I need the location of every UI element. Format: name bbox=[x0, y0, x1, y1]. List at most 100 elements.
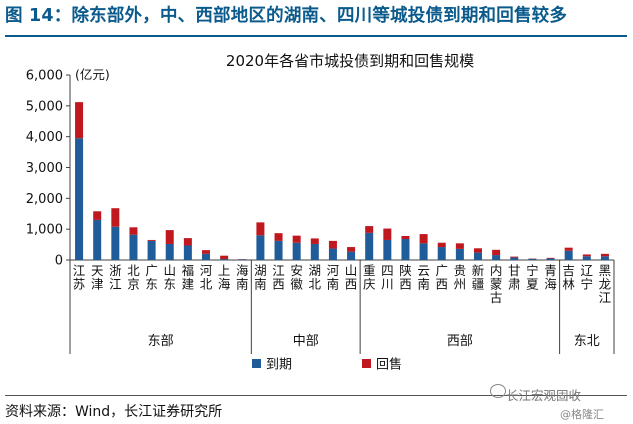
bar-maturity bbox=[111, 226, 120, 260]
x-tick-label: 蒙 bbox=[490, 277, 503, 292]
group-label: 东部 bbox=[148, 334, 174, 349]
bar-putback bbox=[383, 228, 392, 240]
x-tick-label: 江 bbox=[599, 290, 612, 305]
bar-putback bbox=[256, 222, 265, 236]
x-tick-label: 福 bbox=[182, 263, 195, 278]
bar-maturity bbox=[474, 252, 482, 260]
bar-maturity bbox=[274, 240, 283, 260]
x-tick-label: 东 bbox=[145, 277, 158, 292]
x-tick-label: 浙 bbox=[109, 263, 122, 278]
unit-label: (亿元) bbox=[75, 67, 110, 82]
bar-putback bbox=[111, 208, 120, 227]
bar-maturity bbox=[455, 248, 464, 260]
bar-maturity bbox=[93, 219, 102, 260]
bar-maturity bbox=[310, 243, 319, 260]
bar-putback bbox=[93, 211, 102, 220]
x-tick-label: 北 bbox=[127, 263, 140, 278]
x-tick-label: 江 bbox=[272, 263, 285, 278]
bar-maturity bbox=[419, 243, 428, 260]
x-tick-label: 东 bbox=[163, 277, 176, 292]
bar-putback bbox=[75, 102, 84, 139]
x-tick-label: 京 bbox=[127, 277, 140, 292]
x-tick-label: 川 bbox=[381, 277, 394, 292]
x-tick-label: 广 bbox=[145, 263, 158, 278]
x-tick-label: 四 bbox=[381, 263, 394, 278]
bar-maturity bbox=[75, 138, 84, 260]
title-rule bbox=[5, 35, 627, 37]
bar-putback bbox=[455, 243, 464, 249]
x-tick-label: 海 bbox=[236, 263, 249, 278]
bar-maturity bbox=[546, 258, 555, 260]
x-tick-label: 西 bbox=[435, 277, 448, 292]
bar-maturity bbox=[365, 232, 374, 260]
x-tick-label: 南 bbox=[327, 277, 340, 292]
x-tick-label: 天 bbox=[91, 263, 104, 278]
x-tick-label: 西 bbox=[345, 277, 358, 292]
bar-maturity bbox=[582, 256, 591, 260]
x-tick-label: 黑 bbox=[599, 263, 612, 278]
x-tick-label: 河 bbox=[327, 263, 340, 278]
bar-putback bbox=[165, 230, 174, 244]
x-tick-label: 龙 bbox=[599, 277, 612, 292]
y-tick-label: 0 bbox=[55, 254, 63, 269]
x-tick-label: 陕 bbox=[399, 263, 412, 278]
x-tick-label: 津 bbox=[91, 277, 104, 292]
bar-maturity bbox=[147, 240, 156, 260]
y-tick-label: 2,000 bbox=[26, 192, 63, 207]
group-label: 西部 bbox=[447, 334, 473, 349]
bar-putback bbox=[546, 257, 555, 259]
x-tick-label: 贵 bbox=[454, 263, 467, 278]
x-tick-label: 西 bbox=[272, 277, 285, 292]
watermark-account: 长江宏观固收 bbox=[506, 388, 582, 403]
x-tick-label: 山 bbox=[345, 263, 358, 278]
bar-putback bbox=[129, 227, 138, 235]
y-tick-label: 4,000 bbox=[26, 130, 63, 145]
x-tick-label: 古 bbox=[490, 290, 503, 305]
legend-swatch bbox=[252, 359, 261, 368]
x-tick-label: 青 bbox=[544, 263, 557, 278]
legend-label: 回售 bbox=[376, 357, 402, 373]
y-tick-label: 6,000 bbox=[26, 69, 63, 84]
x-tick-label: 南 bbox=[254, 277, 267, 292]
bar-putback bbox=[147, 239, 156, 241]
bar-putback bbox=[419, 234, 428, 244]
bar-putback bbox=[220, 255, 229, 260]
bar-maturity bbox=[600, 256, 609, 260]
bar-putback bbox=[347, 247, 356, 252]
bar-maturity bbox=[328, 248, 337, 260]
x-tick-label: 庆 bbox=[363, 277, 376, 292]
x-tick-label: 夏 bbox=[526, 277, 539, 292]
bar-putback bbox=[437, 242, 446, 248]
bar-maturity bbox=[220, 259, 229, 260]
bar-maturity bbox=[347, 251, 356, 260]
x-tick-label: 内 bbox=[490, 263, 503, 278]
source-note: 资料来源：Wind，长江证券研究所 bbox=[5, 404, 223, 420]
bar-putback bbox=[292, 235, 301, 243]
bar-maturity bbox=[165, 243, 174, 260]
bar-maturity bbox=[129, 234, 138, 260]
source-rule bbox=[5, 395, 627, 396]
bar-maturity bbox=[183, 245, 192, 260]
group-label: 东北 bbox=[574, 334, 600, 349]
x-tick-label: 新 bbox=[472, 263, 485, 278]
y-tick-label: 5,000 bbox=[26, 99, 63, 114]
bar-putback bbox=[510, 256, 519, 258]
x-tick-label: 重 bbox=[363, 263, 376, 278]
x-tick-label: 山 bbox=[163, 263, 176, 278]
bar-putback bbox=[564, 247, 573, 251]
bar-maturity bbox=[510, 257, 519, 260]
chart: 2020年各省市城投债到期和回售规模 (亿元) 0 1,000 2,000 3,000… bbox=[26, 52, 615, 373]
chart-title: 2020年各省市城投债到期和回售规模 bbox=[226, 52, 474, 70]
x-tick-label: 疆 bbox=[472, 277, 485, 292]
bar-maturity bbox=[564, 250, 573, 260]
x-tick-label: 南 bbox=[417, 277, 430, 292]
bar-putback bbox=[365, 226, 374, 233]
bar-putback bbox=[328, 240, 337, 249]
legend-label: 到期 bbox=[266, 358, 292, 373]
x-tick-label: 宁 bbox=[581, 277, 594, 292]
x-tick-label: 海 bbox=[544, 277, 557, 292]
bar-putback bbox=[183, 238, 192, 246]
bar-putback bbox=[474, 248, 482, 253]
bar-maturity bbox=[238, 259, 247, 260]
x-tick-label: 辽 bbox=[581, 263, 594, 278]
